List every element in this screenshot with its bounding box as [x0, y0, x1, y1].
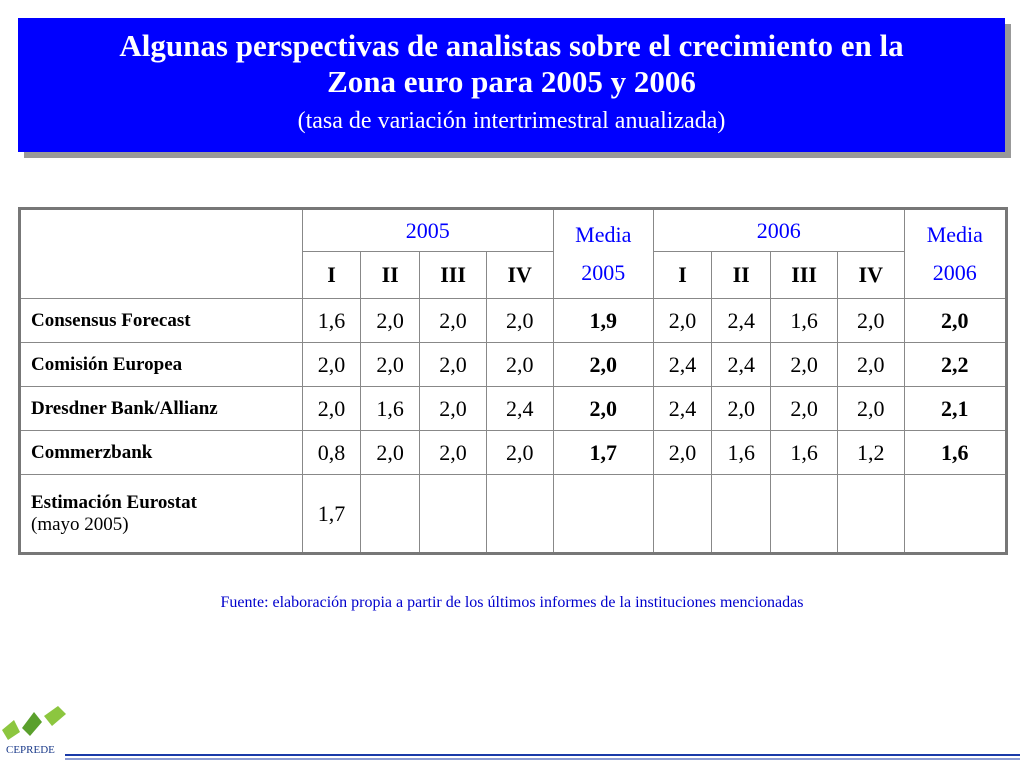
value-cell: 2,0 [552, 342, 654, 387]
year-cell: 2006 [652, 208, 905, 252]
value-cell: 1,7 [552, 430, 654, 475]
value-cell: 1,6 [301, 298, 362, 343]
value-cell: 2,0 [652, 298, 713, 343]
row-label-text: Commerzbank [31, 441, 153, 463]
logo-shape [22, 712, 42, 736]
row-label: Comisión Europea [19, 342, 303, 387]
value-cell: 2,0 [419, 430, 487, 475]
value-cell: 2,4 [485, 386, 554, 431]
value-cell: 1,6 [360, 386, 421, 431]
value-cell: 2,4 [711, 342, 772, 387]
data-row: Comisión Europea 2,0 2,0 2,0 2,0 2,0 2,4 2,4 2,0… [19, 342, 1008, 387]
source-note: Fuente: elaboración propia a partir de l… [220, 594, 804, 611]
header-row: 2005 Media 2005 2006 Media 2006 [19, 208, 1008, 299]
header-row: I II III IV I II III IV [20, 251, 1007, 299]
row-note: (mayo 2005) [31, 513, 129, 535]
quarter-cell: III [419, 251, 487, 299]
value-cell: 1,2 [836, 430, 905, 475]
value-cell [419, 474, 487, 554]
value-cell [652, 474, 713, 554]
row-label: Estimación Eurostat (mayo 2005) [19, 474, 303, 554]
footer-graphics [2, 706, 1020, 760]
row-label-text: Comisión Europea [31, 353, 183, 375]
value-cell: 0,8 [301, 430, 362, 475]
value-cell: 2,0 [711, 386, 772, 431]
row-label-text: Estimación Eurostat [31, 491, 197, 513]
value-cell: 2,0 [552, 386, 654, 431]
value-cell: 1,6 [711, 430, 772, 475]
value-cell: 2,4 [652, 342, 713, 387]
value-cell [711, 474, 772, 554]
mean-header-line: 2005 [581, 260, 626, 285]
quarter-cell: IV [485, 251, 554, 299]
value-cell: 2,4 [652, 386, 713, 431]
data-row: Estimación Eurostat (mayo 2005) 1,7 [19, 474, 1008, 554]
value-cell: 2,0 [360, 430, 421, 475]
value-cell [360, 474, 421, 554]
mean-header-line: 2006 [932, 260, 977, 285]
value-cell: 2,0 [485, 430, 554, 475]
value-cell: 2,1 [903, 386, 1008, 431]
quarter-cell: II [711, 251, 772, 299]
mean-header-line: Media [926, 222, 983, 247]
data-row: Commerzbank 0,8 2,0 2,0 2,0 1,7 2,0 1,6 1,6 1,2 1,… [19, 430, 1008, 475]
mean-header: Media 2005 [552, 208, 654, 299]
value-cell: 2,0 [836, 386, 905, 431]
value-cell: 1,6 [770, 298, 838, 343]
value-cell [903, 474, 1008, 554]
value-cell: 1,6 [770, 430, 838, 475]
logo-text: CEPREDE [6, 744, 55, 756]
value-cell: 1,6 [903, 430, 1008, 475]
value-cell: 2,0 [419, 386, 487, 431]
corner-cell [19, 208, 303, 299]
value-cell: 2,0 [301, 386, 362, 431]
logo-shape [44, 706, 66, 726]
data-row: Dresdner Bank/Allianz 2,0 1,6 2,0 2,4 2,0 2,4 2… [19, 386, 1008, 431]
row-label-text: Consensus Forecast [31, 309, 191, 331]
year-cell: 2005 [301, 208, 554, 252]
title-line: Algunas perspectivas de analistas sobre … [119, 28, 904, 63]
value-cell: 2,2 [903, 342, 1008, 387]
mean-header-line: Media [575, 222, 632, 247]
value-cell: 1,9 [552, 298, 654, 343]
value-cell: 2,0 [836, 342, 905, 387]
value-cell: 2,0 [485, 298, 554, 343]
value-cell: 2,0 [360, 298, 421, 343]
value-cell: 2,0 [419, 342, 487, 387]
row-label: Consensus Forecast [19, 298, 303, 343]
row-label: Dresdner Bank/Allianz [19, 386, 303, 431]
value-cell [552, 474, 654, 554]
value-cell: 2,0 [360, 342, 421, 387]
value-cell: 2,0 [419, 298, 487, 343]
quarter-cell: III [770, 251, 838, 299]
quarter-cell: II [360, 251, 421, 299]
logo-shape [2, 720, 20, 740]
value-cell: 2,0 [770, 386, 838, 431]
title-box: Algunas perspectivas de analistas sobre … [18, 18, 1005, 152]
value-cell: 2,0 [301, 342, 362, 387]
mean-header: Media 2006 [903, 208, 1008, 299]
row-label-text: Dresdner Bank/Allianz [31, 397, 218, 419]
subtitle: (tasa de variación intertrimestral anual… [297, 108, 726, 134]
title-line: Zona euro para 2005 y 2006 [327, 64, 696, 99]
forecast-table: 2005 Media 2005 2006 Media 2006 I II III IV I II III… [18, 207, 1008, 555]
quarter-cell: I [301, 251, 362, 299]
value-cell: 2,0 [485, 342, 554, 387]
value-cell: 2,0 [903, 298, 1008, 343]
value-cell [770, 474, 838, 554]
value-cell [836, 474, 905, 554]
row-label: Commerzbank [19, 430, 303, 475]
value-cell: 2,0 [836, 298, 905, 343]
data-row: Consensus Forecast 1,6 2,0 2,0 2,0 1,9 2,0 2,4 1… [19, 298, 1008, 343]
value-cell: 2,0 [770, 342, 838, 387]
value-cell: 2,4 [711, 298, 772, 343]
quarter-cell: I [652, 251, 713, 299]
quarter-cell: IV [836, 251, 905, 299]
value-cell [485, 474, 554, 554]
value-cell: 2,0 [652, 430, 713, 475]
value-cell: 1,7 [301, 474, 362, 554]
